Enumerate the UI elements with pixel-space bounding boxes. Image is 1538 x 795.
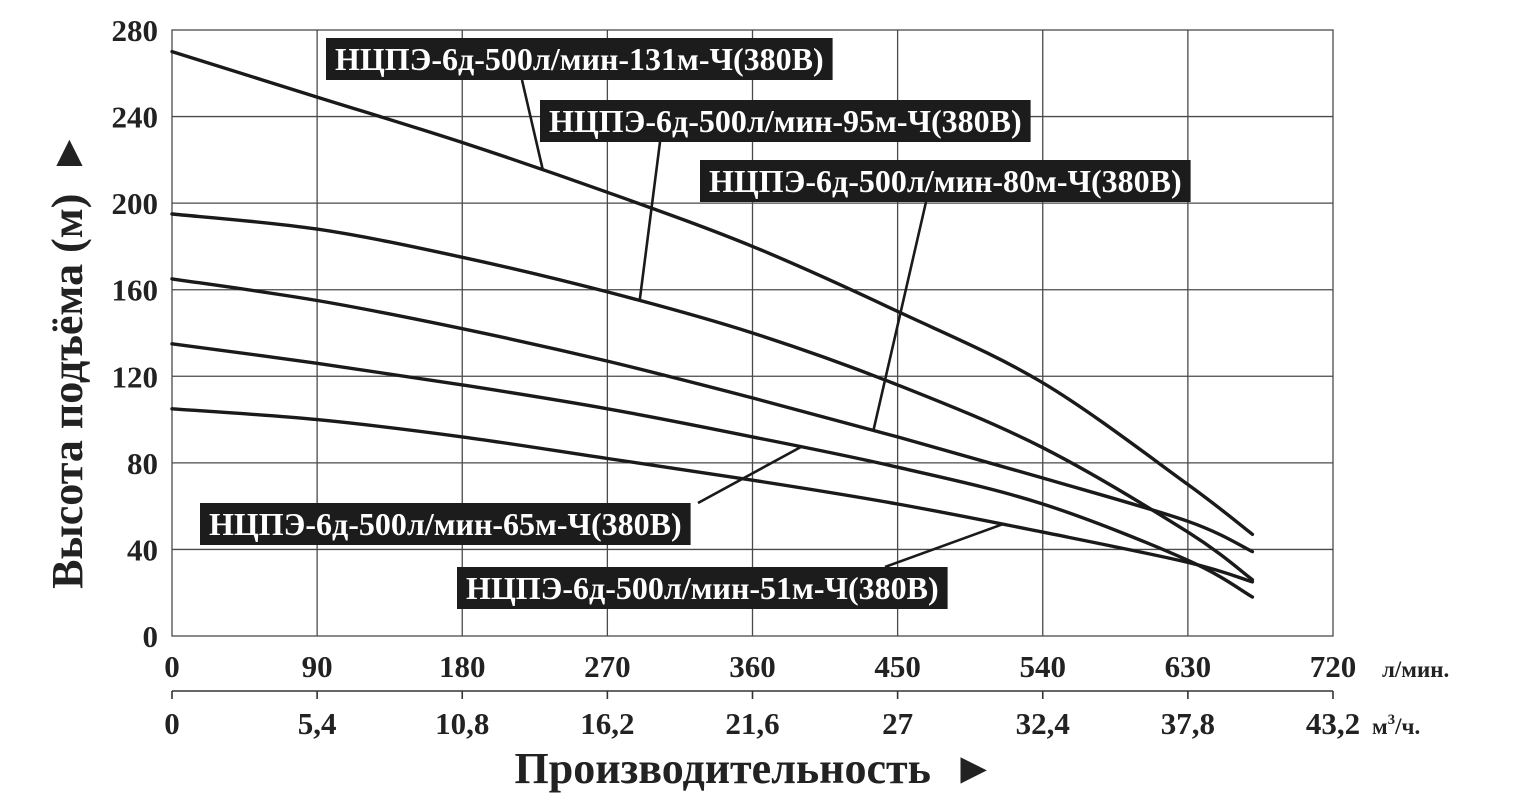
y-tick-label: 280 <box>112 13 159 48</box>
y-tick-label: 120 <box>112 359 159 394</box>
y-tick-label: 80 <box>127 446 158 481</box>
series-label-3: НЦПЭ-6д-500л/мин-80м-Ч(380В) <box>700 160 1191 202</box>
x-tick-label-secondary: 10,8 <box>435 706 489 741</box>
x-tick-label-primary: 180 <box>439 649 486 684</box>
series-leader-4 <box>697 445 802 505</box>
x-tick-label-primary: 720 <box>1310 649 1357 684</box>
series-leader-1 <box>520 79 545 171</box>
x-tick-label-primary: 270 <box>584 649 631 684</box>
y-tick-label: 240 <box>112 100 159 135</box>
y-axis-arrow-icon: ► <box>43 131 92 175</box>
series-label-box <box>457 567 948 609</box>
x-tick-label-primary: 0 <box>164 649 180 684</box>
x-axis-title: Производительность ► <box>515 744 996 793</box>
label-leaders <box>520 79 1003 569</box>
series-label-box <box>700 160 1191 202</box>
x-tick-label-primary: 360 <box>729 649 776 684</box>
x-tick-label-secondary: 16,2 <box>580 706 634 741</box>
x-axis-title-text: Производительность <box>515 744 931 793</box>
series-label-4: НЦПЭ-6д-500л/мин-65м-Ч(380В) <box>200 503 691 545</box>
x-tick-label-primary: 630 <box>1165 649 1212 684</box>
x-axis-arrow-icon: ► <box>952 744 996 793</box>
series-leader-2 <box>638 141 662 302</box>
series-label-text: НЦПЭ-6д-500л/мин-95м-Ч(380В) <box>549 103 1022 139</box>
series-label-5: НЦПЭ-6д-500л/мин-51м-Ч(380В) <box>457 567 948 609</box>
series-leader-5 <box>884 523 1003 569</box>
y-tick-label: 200 <box>112 186 159 221</box>
x-tick-label-secondary: 27 <box>882 706 913 741</box>
series-label-text: НЦПЭ-6д-500л/мин-65м-Ч(380В) <box>209 506 682 542</box>
x-tick-label-primary: 450 <box>874 649 921 684</box>
series-label-box <box>326 38 833 80</box>
series-leader-3 <box>872 201 928 431</box>
series-label-box <box>200 503 691 545</box>
series-label-text: НЦПЭ-6д-500л/мин-80м-Ч(380В) <box>709 163 1182 199</box>
y-tick-label: 40 <box>127 532 158 567</box>
x-tick-label-secondary: 21,6 <box>725 706 779 741</box>
x-unit-primary: л/мин. <box>1382 657 1449 682</box>
x-tick-label-secondary: 5,4 <box>298 706 337 741</box>
series-line-3 <box>170 277 1255 554</box>
svg-text:Производительность ►: Производительность ► <box>515 744 996 793</box>
series-line-4 <box>170 342 1255 599</box>
series-label-1: НЦПЭ-6д-500л/мин-131м-Ч(380В) <box>326 38 833 80</box>
y-tick-label: 0 <box>143 619 159 654</box>
series-label-text: НЦПЭ-6д-500л/мин-51м-Ч(380В) <box>466 570 939 606</box>
x-tick-label-secondary: 43,2 <box>1306 706 1360 741</box>
y-tick-label: 160 <box>112 273 159 308</box>
x-tick-label-secondary: 0 <box>164 706 180 741</box>
y-axis-title-text: Высота подъёма (м) <box>43 194 92 589</box>
x-tick-label-primary: 90 <box>302 649 333 684</box>
series-line-1 <box>170 49 1255 536</box>
x-tick-label-secondary: 37,8 <box>1161 706 1215 741</box>
x-tick-label-secondary: 32,4 <box>1016 706 1070 741</box>
series-label-text: НЦПЭ-6д-500л/мин-131м-Ч(380В) <box>335 41 824 77</box>
y-axis-title: Высота подъёма (м) ► <box>43 131 92 589</box>
x-unit-secondary: м3/ч. <box>1372 712 1420 739</box>
series-label-box <box>540 100 1031 142</box>
series-labels: НЦПЭ-6д-500л/мин-131м-Ч(380В) НЦПЭ-6д-500… <box>200 38 1191 609</box>
x-tick-label-primary: 540 <box>1020 649 1067 684</box>
series-line-2 <box>170 212 1255 582</box>
series-label-2: НЦПЭ-6д-500л/мин-95м-Ч(380В) <box>540 100 1031 142</box>
svg-text:Высота подъёма (м) ►: Высота подъёма (м) ► <box>43 131 92 589</box>
